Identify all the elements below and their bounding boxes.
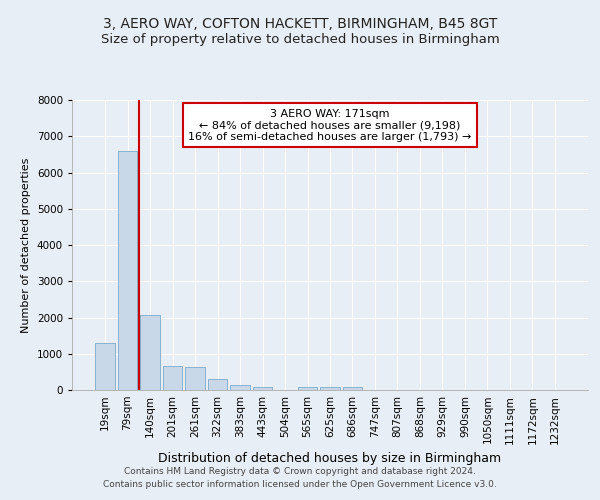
X-axis label: Distribution of detached houses by size in Birmingham: Distribution of detached houses by size … (158, 452, 502, 465)
Bar (185, 367, 205, 390)
Text: Contains public sector information licensed under the Open Government Licence v3: Contains public sector information licen… (103, 480, 497, 489)
Bar (118, 151, 137, 390)
Text: 3 AERO WAY: 171sqm
← 84% of detached houses are smaller (9,198)
16% of semi-deta: 3 AERO WAY: 171sqm ← 84% of detached hou… (188, 108, 472, 142)
Bar (208, 379, 227, 390)
Bar (343, 387, 362, 390)
Bar (230, 384, 250, 390)
Bar (253, 386, 272, 390)
Bar (320, 388, 340, 390)
Text: 3, AERO WAY, COFTON HACKETT, BIRMINGHAM, B45 8GT: 3, AERO WAY, COFTON HACKETT, BIRMINGHAM,… (103, 18, 497, 32)
Bar (140, 314, 160, 390)
Bar (298, 387, 317, 390)
Bar (163, 366, 182, 390)
Text: Contains HM Land Registry data © Crown copyright and database right 2024.: Contains HM Land Registry data © Crown c… (124, 467, 476, 476)
Text: Size of property relative to detached houses in Birmingham: Size of property relative to detached ho… (101, 32, 499, 46)
Bar (95, 343, 115, 390)
Y-axis label: Number of detached properties: Number of detached properties (21, 158, 31, 332)
